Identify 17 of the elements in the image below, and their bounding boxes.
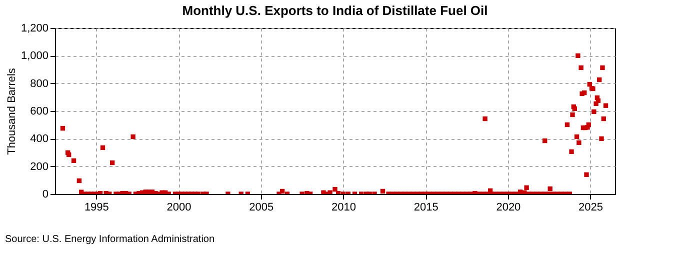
x-tick-label: 2015 — [414, 202, 438, 214]
x-tick-label: 1995 — [84, 202, 109, 214]
source-note: Source: U.S. Energy Information Administration — [5, 234, 215, 245]
x-tick-label: 2020 — [496, 202, 521, 214]
y-tick-label: 600 — [30, 106, 48, 118]
x-tick-label: 2000 — [166, 202, 192, 214]
x-tick-label: 2005 — [249, 202, 274, 214]
y-tick-label: 800 — [30, 78, 48, 90]
y-axis-title: Thousand Barrels — [6, 68, 18, 155]
y-tick-label: 1,000 — [20, 50, 48, 62]
chart-title: Monthly U.S. Exports to India of Distillate Fuel Oil — [182, 3, 488, 18]
y-tick-label: 400 — [30, 133, 48, 146]
y-tick-label: 0 — [42, 188, 48, 200]
y-tick-label: 1,200 — [20, 22, 48, 34]
y-tick-label: 200 — [30, 160, 48, 173]
x-tick-label: 2025 — [578, 202, 604, 214]
x-tick-label: 2010 — [331, 202, 356, 214]
